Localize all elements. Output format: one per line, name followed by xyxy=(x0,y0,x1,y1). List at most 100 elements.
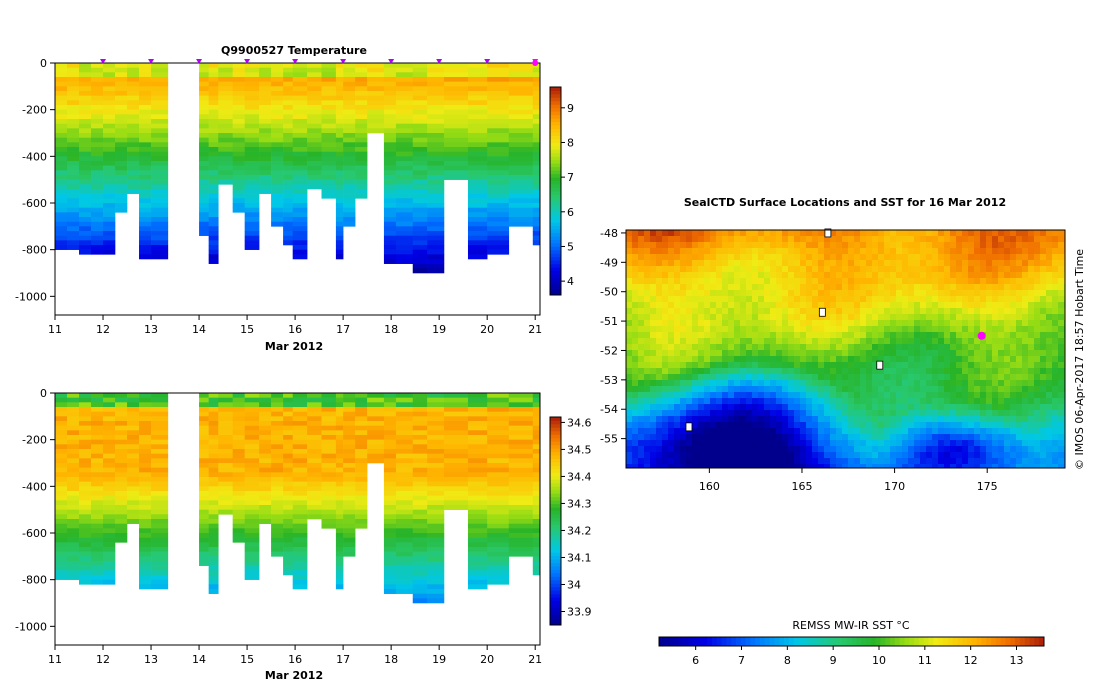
section-cell xyxy=(151,430,169,436)
section-cell xyxy=(307,505,322,510)
section-cell xyxy=(427,193,445,199)
sst-cell xyxy=(938,290,945,297)
section-cell xyxy=(383,570,397,576)
sst-cell xyxy=(674,272,681,279)
section-cell xyxy=(321,119,337,124)
sst-cell xyxy=(674,338,681,345)
sst-cell xyxy=(1034,266,1041,273)
sst-cell xyxy=(836,362,843,369)
section-cell xyxy=(199,86,209,92)
section-cell xyxy=(532,67,541,73)
sst-cell xyxy=(980,266,987,273)
sst-cell xyxy=(782,230,789,237)
section-cell xyxy=(55,509,68,515)
sst-cell xyxy=(662,278,669,285)
section-cell xyxy=(91,86,104,92)
section-cell xyxy=(232,165,245,171)
sst-cell xyxy=(794,380,801,387)
sst-cell xyxy=(722,380,729,387)
x-tick-label: 11 xyxy=(48,653,62,666)
sst-cell xyxy=(818,266,825,273)
section-cell xyxy=(307,161,322,166)
section-cell xyxy=(232,119,245,124)
sst-cell xyxy=(1016,272,1023,279)
sst-cell xyxy=(896,278,903,285)
section-cell xyxy=(139,142,152,148)
sst-cell xyxy=(836,278,843,285)
section-cell xyxy=(427,425,445,431)
section-cell xyxy=(508,411,534,417)
section-cell xyxy=(208,486,219,492)
section-cell xyxy=(244,142,260,148)
sst-cell xyxy=(770,308,777,315)
sst-cell xyxy=(836,272,843,279)
section-cell xyxy=(427,547,445,552)
section-cell xyxy=(355,514,368,520)
sst-cell xyxy=(674,374,681,381)
section-cell xyxy=(139,170,152,176)
section-cell xyxy=(67,175,80,180)
section-cell xyxy=(395,245,414,250)
section-cell xyxy=(232,463,245,468)
sst-cell xyxy=(1010,386,1017,393)
sst-cell xyxy=(662,266,669,273)
section-cell xyxy=(292,439,308,445)
sst-cell xyxy=(872,320,879,327)
sst-cell xyxy=(686,308,693,315)
sst-cell xyxy=(896,308,903,315)
section-cell xyxy=(292,453,308,459)
section-cell xyxy=(355,519,368,524)
section-cell xyxy=(151,505,169,510)
sst-cell xyxy=(848,386,855,393)
sst-cell xyxy=(932,320,939,327)
section-cell xyxy=(103,249,116,255)
sst-cell xyxy=(776,272,783,279)
section-cell xyxy=(412,133,428,138)
section-cell xyxy=(335,579,344,585)
sst-cell xyxy=(836,230,843,237)
sst-cell xyxy=(818,248,825,255)
sst-cell xyxy=(1046,296,1053,303)
section-cell xyxy=(139,114,152,120)
sst-cell xyxy=(878,266,885,273)
sst-cell xyxy=(662,242,669,249)
sst-cell xyxy=(926,416,933,423)
sst-cell xyxy=(902,392,909,399)
sst-cell xyxy=(920,404,927,411)
section-cell xyxy=(259,430,272,436)
sst-cell xyxy=(926,230,933,237)
sst-cell xyxy=(1022,248,1029,255)
section-cell xyxy=(208,430,219,436)
section-cell xyxy=(103,137,116,143)
sst-cell xyxy=(776,338,783,345)
sst-cell xyxy=(992,248,999,255)
colorbar-swatch xyxy=(550,420,561,425)
section-cell xyxy=(244,533,260,538)
section-cell xyxy=(467,72,488,78)
section-cell xyxy=(139,537,152,543)
sst-cell xyxy=(974,380,981,387)
temperature-section-chart: Q9900527 Temperature 11 12 13 14 15 16 17 18 19 2… xyxy=(15,44,574,353)
section-cell xyxy=(244,505,260,510)
sst-cell xyxy=(890,410,897,417)
section-cell xyxy=(427,467,445,473)
section-cell xyxy=(487,203,510,208)
section-cell xyxy=(103,156,116,162)
section-cell xyxy=(412,393,428,398)
section-cell xyxy=(508,453,534,459)
section-cell xyxy=(307,128,322,134)
sst-cell xyxy=(1040,278,1047,285)
section-cell xyxy=(259,100,272,106)
section-cell xyxy=(412,165,428,171)
section-cell xyxy=(532,570,541,576)
section-cell xyxy=(383,458,397,464)
sst-cell xyxy=(1052,344,1059,351)
y-tick-label: 0 xyxy=(40,57,47,70)
sst-cell xyxy=(638,392,645,399)
sst-cell xyxy=(890,308,897,315)
sst-cell xyxy=(1022,344,1029,351)
section-cell xyxy=(427,570,445,576)
sst-cell xyxy=(902,398,909,405)
colorbar-swatch xyxy=(550,462,561,466)
sst-cell xyxy=(854,236,861,243)
